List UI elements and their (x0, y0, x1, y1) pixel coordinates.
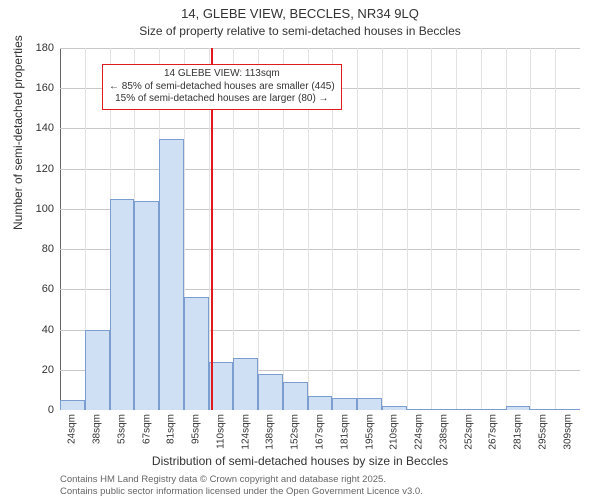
gridline-v (357, 48, 358, 410)
gridline-v (481, 48, 482, 410)
y-tick-label: 40 (42, 324, 54, 336)
y-tick-label: 20 (42, 364, 54, 376)
gridline-h (60, 48, 580, 49)
x-tick-label: 67sqm (141, 414, 152, 444)
histogram-bar (110, 199, 135, 410)
x-tick-label: 152sqm (290, 414, 301, 450)
x-tick-label: 110sqm (215, 414, 226, 449)
x-tick-label: 181sqm (339, 414, 350, 450)
gridline-h (60, 169, 580, 170)
y-axis (60, 48, 61, 410)
credits: Contains HM Land Registry data © Crown c… (60, 474, 423, 498)
x-tick-label: 309sqm (562, 414, 573, 450)
x-tick-label: 138sqm (265, 414, 276, 450)
histogram-bar (184, 297, 209, 410)
annotation-box: 14 GLEBE VIEW: 113sqm← 85% of semi-detac… (102, 64, 342, 110)
y-tick-label: 140 (36, 122, 54, 134)
histogram-bar (283, 382, 308, 410)
credits-line1: Contains HM Land Registry data © Crown c… (60, 474, 423, 486)
chart-subtitle: Size of property relative to semi-detach… (0, 24, 600, 38)
y-tick-label: 60 (42, 283, 54, 295)
gridline-v (506, 48, 507, 410)
histogram-bar (60, 400, 85, 410)
x-tick-label: 38sqm (92, 414, 103, 444)
y-tick-label: 80 (42, 243, 54, 255)
gridline-v (407, 48, 408, 410)
gridline-v (456, 48, 457, 410)
histogram-bar (555, 409, 580, 410)
histogram-bar (258, 374, 283, 410)
gridline-v (382, 48, 383, 410)
histogram-bar (456, 409, 481, 410)
gridline-v (555, 48, 556, 410)
y-axis-label: Number of semi-detached properties (11, 35, 25, 230)
x-tick-label: 24sqm (67, 414, 78, 444)
x-tick-label: 210sqm (389, 414, 400, 450)
x-tick-label: 167sqm (315, 414, 326, 450)
x-tick-label: 252sqm (463, 414, 474, 450)
y-tick-label: 180 (36, 42, 54, 54)
x-tick-label: 124sqm (240, 414, 251, 450)
histogram-bar (308, 396, 333, 410)
annotation-line: 15% of semi-detached houses are larger (… (109, 93, 335, 106)
annotation-line: ← 85% of semi-detached houses are smalle… (109, 81, 335, 94)
x-axis-label: Distribution of semi-detached houses by … (0, 454, 600, 468)
y-tick-label: 160 (36, 82, 54, 94)
y-tick-label: 0 (48, 404, 54, 416)
x-tick-label: 95sqm (191, 414, 202, 444)
x-tick-label: 295sqm (537, 414, 548, 450)
histogram-bar (85, 330, 110, 410)
histogram-bar (431, 409, 456, 410)
chart-container: 14, GLEBE VIEW, BECCLES, NR34 9LQ Size o… (0, 0, 600, 500)
x-tick-label: 267sqm (488, 414, 499, 450)
y-tick-label: 100 (36, 203, 54, 215)
histogram-bar (332, 398, 357, 410)
histogram-bar (233, 358, 258, 410)
gridline-h (60, 128, 580, 129)
x-tick-label: 53sqm (116, 414, 127, 444)
histogram-bar (407, 409, 432, 410)
x-tick-label: 224sqm (414, 414, 425, 450)
chart-title: 14, GLEBE VIEW, BECCLES, NR34 9LQ (0, 6, 600, 21)
plot-area: 02040608010012014016018024sqm38sqm53sqm6… (60, 48, 580, 410)
y-tick-label: 120 (36, 163, 54, 175)
x-tick-label: 195sqm (364, 414, 375, 450)
histogram-bar (506, 406, 531, 410)
x-tick-label: 81sqm (166, 414, 177, 444)
histogram-bar (357, 398, 382, 410)
annotation-line: 14 GLEBE VIEW: 113sqm (109, 68, 335, 81)
histogram-bar (159, 139, 184, 411)
gridline-v (530, 48, 531, 410)
gridline-v (431, 48, 432, 410)
histogram-bar (530, 409, 555, 410)
credits-line2: Contains public sector information licen… (60, 486, 423, 498)
x-tick-label: 238sqm (438, 414, 449, 450)
x-tick-label: 281sqm (513, 414, 524, 450)
histogram-bar (134, 201, 159, 410)
histogram-bar (481, 409, 506, 410)
histogram-bar (382, 406, 407, 410)
